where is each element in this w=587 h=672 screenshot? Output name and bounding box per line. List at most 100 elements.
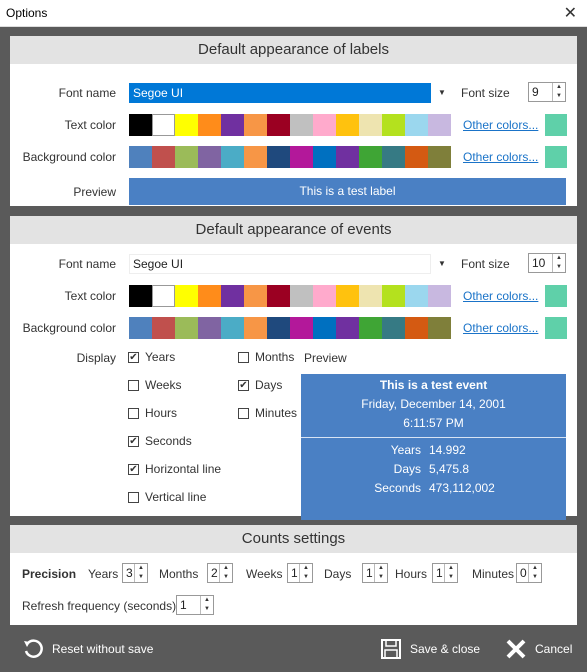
color-swatch[interactable] bbox=[405, 114, 428, 136]
color-swatch[interactable] bbox=[336, 146, 359, 168]
color-swatch[interactable] bbox=[336, 285, 359, 307]
color-swatch[interactable] bbox=[175, 285, 198, 307]
color-swatch[interactable] bbox=[428, 285, 451, 307]
spin-down-icon[interactable]: ▼ bbox=[556, 93, 562, 99]
precision-hours-stepper[interactable]: 1 ▲ ▼ bbox=[432, 563, 458, 583]
checkbox-hours[interactable]: Hours bbox=[128, 406, 177, 420]
precision-years-stepper[interactable]: 3 ▲ ▼ bbox=[122, 563, 148, 583]
events-font-size-stepper[interactable]: 10 ▲ ▼ bbox=[528, 253, 566, 273]
checkbox-vertical-line[interactable]: Vertical line bbox=[128, 490, 206, 504]
color-swatch[interactable] bbox=[244, 114, 267, 136]
color-swatch[interactable] bbox=[290, 146, 313, 168]
color-swatch[interactable] bbox=[428, 317, 451, 339]
checkbox-horizontal-line[interactable]: ✔ Horizontal line bbox=[128, 462, 221, 476]
color-swatch[interactable] bbox=[336, 114, 359, 136]
chevron-down-icon[interactable]: ▼ bbox=[438, 88, 446, 97]
events-font-name-select[interactable]: Segoe UI bbox=[129, 254, 431, 274]
color-swatch[interactable] bbox=[405, 146, 428, 168]
color-swatch[interactable] bbox=[267, 285, 290, 307]
color-swatch[interactable] bbox=[336, 317, 359, 339]
checkbox-weeks[interactable]: Weeks bbox=[128, 378, 181, 392]
checkbox-days[interactable]: ✔ Days bbox=[238, 378, 282, 392]
spin-up-icon[interactable]: ▲ bbox=[204, 597, 210, 603]
checkbox-box[interactable]: ✔ bbox=[128, 463, 139, 475]
color-swatch[interactable] bbox=[221, 317, 244, 339]
spin-up-icon[interactable]: ▲ bbox=[556, 84, 562, 90]
color-swatch[interactable] bbox=[221, 146, 244, 168]
spin-down-icon[interactable]: ▼ bbox=[223, 574, 229, 580]
spin-up-icon[interactable]: ▲ bbox=[556, 255, 562, 261]
checkbox-box[interactable] bbox=[128, 379, 139, 391]
labels-font-name-select[interactable]: Segoe UI bbox=[129, 83, 431, 103]
labels-font-size-stepper[interactable]: 9 ▲ ▼ bbox=[528, 82, 566, 102]
events-text-other-colors-link[interactable]: Other colors... bbox=[463, 289, 539, 303]
color-swatch[interactable] bbox=[313, 114, 336, 136]
color-swatch[interactable] bbox=[382, 285, 405, 307]
refresh-stepper[interactable]: 1 ▲ ▼ bbox=[176, 595, 214, 615]
spin-up-icon[interactable]: ▲ bbox=[223, 565, 229, 571]
color-swatch[interactable] bbox=[359, 317, 382, 339]
checkbox-box[interactable]: ✔ bbox=[128, 435, 139, 447]
color-swatch[interactable] bbox=[198, 114, 221, 136]
color-swatch[interactable] bbox=[129, 114, 152, 136]
spin-down-icon[interactable]: ▼ bbox=[303, 574, 309, 580]
color-swatch[interactable] bbox=[129, 285, 152, 307]
spin-up-icon[interactable]: ▲ bbox=[532, 565, 538, 571]
spin-down-icon[interactable]: ▼ bbox=[204, 606, 210, 612]
color-swatch[interactable] bbox=[313, 317, 336, 339]
color-swatch[interactable] bbox=[129, 317, 152, 339]
color-swatch[interactable] bbox=[152, 285, 175, 307]
checkbox-box[interactable] bbox=[128, 407, 139, 419]
color-swatch[interactable] bbox=[313, 285, 336, 307]
labels-bg-other-colors-link[interactable]: Other colors... bbox=[463, 150, 539, 164]
precision-months-stepper[interactable]: 2 ▲ ▼ bbox=[207, 563, 233, 583]
color-swatch[interactable] bbox=[290, 317, 313, 339]
checkbox-box[interactable]: ✔ bbox=[128, 351, 139, 363]
color-swatch[interactable] bbox=[267, 317, 290, 339]
color-swatch[interactable] bbox=[405, 285, 428, 307]
color-swatch[interactable] bbox=[382, 114, 405, 136]
color-swatch[interactable] bbox=[175, 146, 198, 168]
checkbox-months[interactable]: Months bbox=[238, 350, 294, 364]
color-swatch[interactable] bbox=[382, 146, 405, 168]
precision-weeks-stepper[interactable]: 1 ▲ ▼ bbox=[287, 563, 313, 583]
events-bg-other-colors-link[interactable]: Other colors... bbox=[463, 321, 539, 335]
save-close-button[interactable]: Save & close bbox=[380, 638, 480, 660]
color-swatch[interactable] bbox=[152, 114, 175, 136]
checkbox-box[interactable]: ✔ bbox=[238, 379, 249, 391]
color-swatch[interactable] bbox=[313, 146, 336, 168]
color-swatch[interactable] bbox=[175, 114, 198, 136]
spin-down-icon[interactable]: ▼ bbox=[448, 574, 454, 580]
color-swatch[interactable] bbox=[221, 285, 244, 307]
color-swatch[interactable] bbox=[244, 285, 267, 307]
spin-up-icon[interactable]: ▲ bbox=[303, 565, 309, 571]
color-swatch[interactable] bbox=[290, 285, 313, 307]
spin-down-icon[interactable]: ▼ bbox=[556, 264, 562, 270]
color-swatch[interactable] bbox=[267, 114, 290, 136]
spin-down-icon[interactable]: ▼ bbox=[138, 574, 144, 580]
labels-text-other-colors-link[interactable]: Other colors... bbox=[463, 118, 539, 132]
color-swatch[interactable] bbox=[405, 317, 428, 339]
color-swatch[interactable] bbox=[198, 146, 221, 168]
close-icon[interactable]: ✕ bbox=[563, 5, 577, 22]
color-swatch[interactable] bbox=[267, 146, 290, 168]
spin-up-icon[interactable]: ▲ bbox=[378, 565, 384, 571]
color-swatch[interactable] bbox=[359, 114, 382, 136]
chevron-down-icon[interactable]: ▼ bbox=[438, 259, 446, 268]
checkbox-box[interactable] bbox=[238, 351, 249, 363]
color-swatch[interactable] bbox=[221, 114, 244, 136]
checkbox-box[interactable] bbox=[238, 407, 249, 419]
checkbox-years[interactable]: ✔ Years bbox=[128, 350, 175, 364]
color-swatch[interactable] bbox=[152, 317, 175, 339]
color-swatch[interactable] bbox=[198, 285, 221, 307]
spin-up-icon[interactable]: ▲ bbox=[448, 565, 454, 571]
precision-days-stepper[interactable]: 1 ▲ ▼ bbox=[362, 563, 388, 583]
color-swatch[interactable] bbox=[244, 317, 267, 339]
color-swatch[interactable] bbox=[290, 114, 313, 136]
checkbox-minutes[interactable]: Minutes bbox=[238, 406, 297, 420]
color-swatch[interactable] bbox=[359, 146, 382, 168]
spin-up-icon[interactable]: ▲ bbox=[138, 565, 144, 571]
checkbox-seconds[interactable]: ✔ Seconds bbox=[128, 434, 192, 448]
color-swatch[interactable] bbox=[152, 146, 175, 168]
reset-button[interactable]: Reset without save bbox=[22, 638, 153, 660]
